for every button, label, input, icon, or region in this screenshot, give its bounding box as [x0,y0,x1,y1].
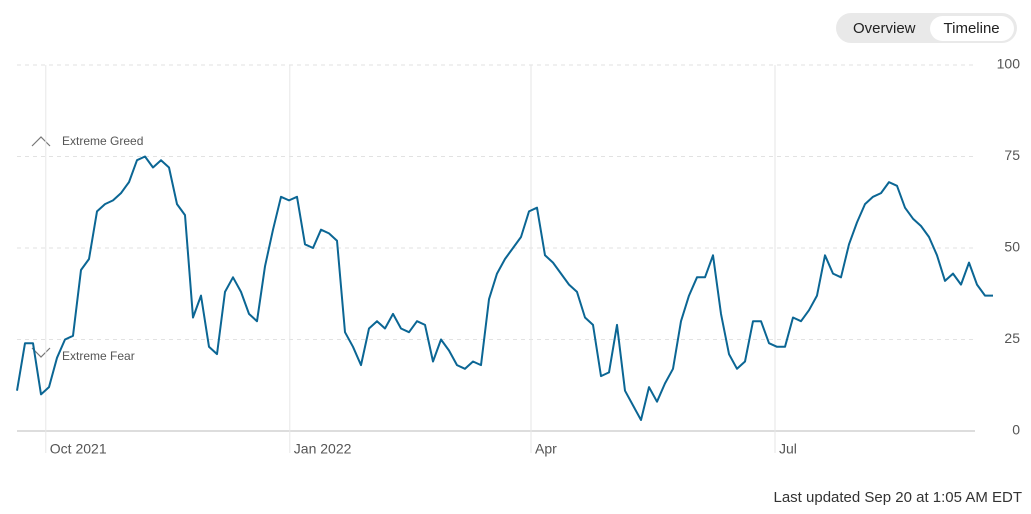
y-tick-label: 25 [1004,330,1020,346]
y-tick-label: 75 [1004,147,1020,163]
chart: Extreme Greed Extreme Fear 0 25 50 75 100 Oct… [16,56,1021,457]
timeline-button[interactable]: Timeline [929,15,1014,41]
y-tick-label: 100 [997,56,1021,72]
annotation: Extreme Fear [62,349,135,363]
greed-icon [31,136,51,147]
x-tick-label: Apr [535,441,557,457]
overview-button[interactable]: Overview [853,19,916,37]
x-tick-label: Jan 2022 [294,441,352,457]
y-tick-label: 0 [1012,422,1020,438]
view-toggle: Overview Timeline [836,13,1017,43]
x-tick-label: Jul [779,441,797,457]
line [16,155,993,421]
y-tick-label: 50 [1004,239,1020,255]
annotation: Extreme Greed [62,134,143,148]
last-updated: Last updated Sep 20 at 1:05 AM EDT [773,489,1023,506]
x-tick-label: Oct 2021 [50,441,107,457]
